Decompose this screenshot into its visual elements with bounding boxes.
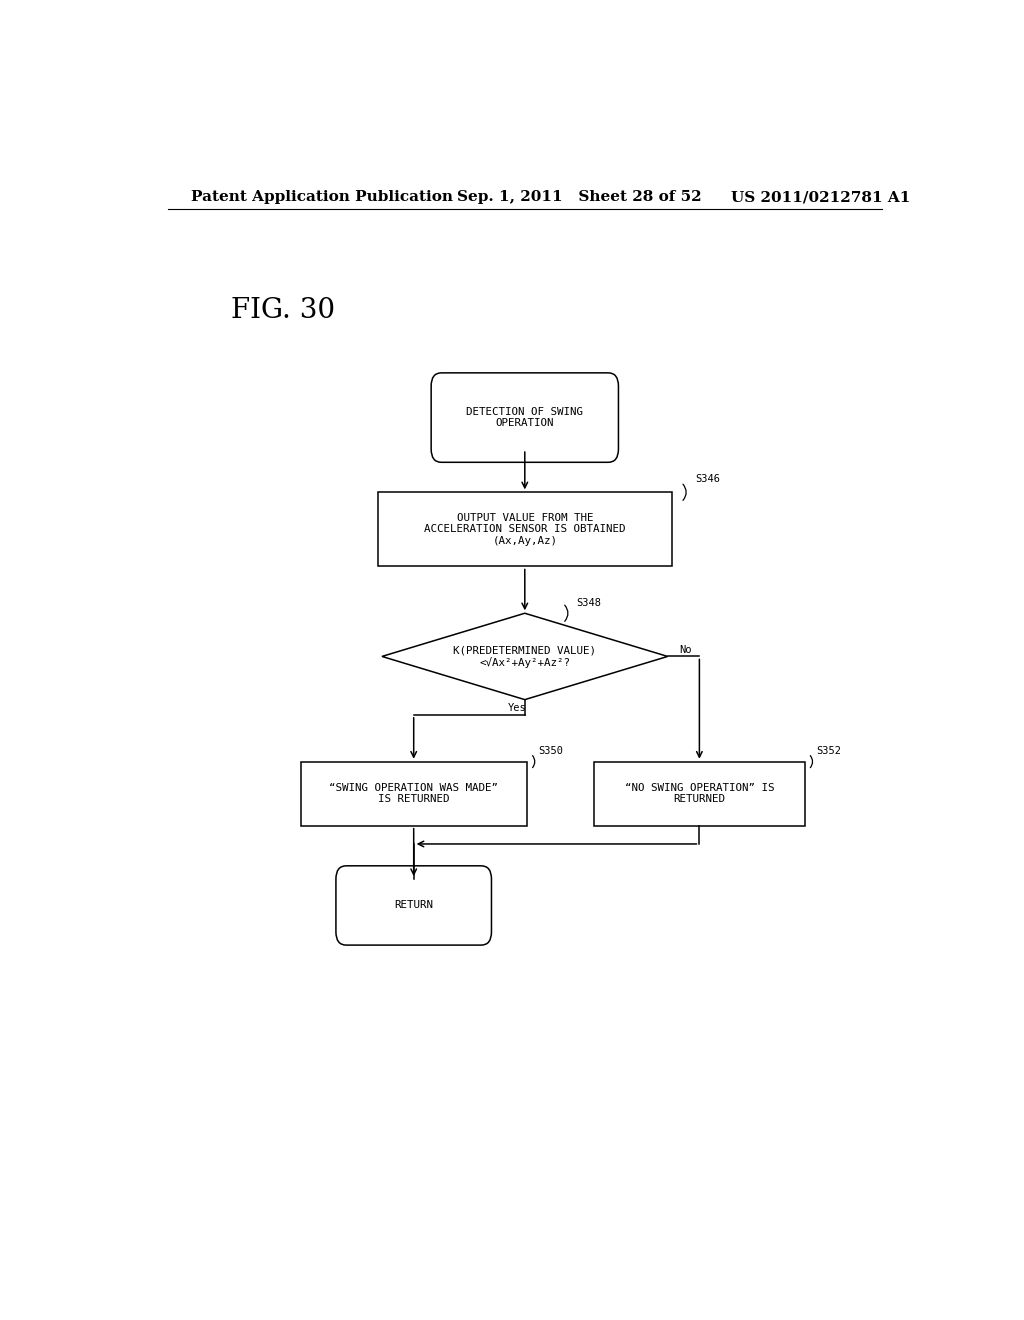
Bar	[378, 492, 672, 566]
Text: S346: S346	[695, 474, 721, 484]
Text: DETECTION OF SWING
OPERATION: DETECTION OF SWING OPERATION	[466, 407, 584, 429]
Text: OUTPUT VALUE FROM THE
ACCELERATION SENSOR IS OBTAINED
(Ax,Ay,Az): OUTPUT VALUE FROM THE ACCELERATION SENSO…	[424, 512, 626, 546]
Text: K(PREDETERMINED VALUE)
<√Ax²+Ay²+Az²?: K(PREDETERMINED VALUE) <√Ax²+Ay²+Az²?	[454, 645, 596, 668]
FancyBboxPatch shape	[336, 866, 492, 945]
Bar	[594, 762, 805, 826]
FancyBboxPatch shape	[431, 372, 618, 462]
Text: “NO SWING OPERATION” IS
RETURNED: “NO SWING OPERATION” IS RETURNED	[625, 783, 774, 804]
Text: FIG. 30: FIG. 30	[231, 297, 335, 325]
Text: RETURN: RETURN	[394, 900, 433, 911]
Text: “SWING OPERATION WAS MADE”
IS RETURNED: “SWING OPERATION WAS MADE” IS RETURNED	[329, 783, 499, 804]
Polygon shape	[382, 614, 668, 700]
Bar	[301, 762, 526, 826]
Text: Yes: Yes	[508, 702, 526, 713]
Text: S348: S348	[577, 598, 601, 609]
Text: No: No	[680, 645, 692, 655]
Text: S350: S350	[539, 746, 563, 755]
Text: US 2011/0212781 A1: US 2011/0212781 A1	[731, 190, 910, 205]
Text: Sep. 1, 2011   Sheet 28 of 52: Sep. 1, 2011 Sheet 28 of 52	[458, 190, 702, 205]
Text: S352: S352	[816, 746, 842, 755]
Text: Patent Application Publication: Patent Application Publication	[191, 190, 454, 205]
